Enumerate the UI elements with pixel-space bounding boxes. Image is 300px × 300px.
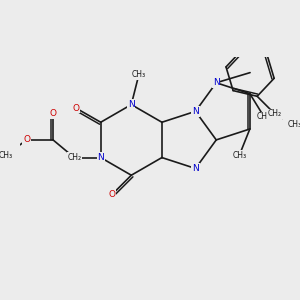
Text: CH₃: CH₃ — [257, 112, 271, 121]
Text: CH₂: CH₂ — [67, 153, 81, 162]
Text: N: N — [192, 164, 199, 173]
Text: CH₃: CH₃ — [287, 120, 300, 129]
Text: CH₂: CH₂ — [268, 110, 282, 118]
Text: O: O — [23, 135, 30, 144]
Text: CH₃: CH₃ — [232, 151, 246, 160]
Text: N: N — [213, 78, 220, 87]
Text: N: N — [128, 100, 135, 109]
Text: N: N — [192, 107, 199, 116]
Text: O: O — [73, 103, 80, 112]
Text: CH₃: CH₃ — [0, 151, 12, 160]
Text: O: O — [50, 109, 56, 118]
Text: CH₃: CH₃ — [132, 70, 146, 79]
Text: O: O — [108, 190, 116, 199]
Text: N: N — [97, 153, 104, 162]
